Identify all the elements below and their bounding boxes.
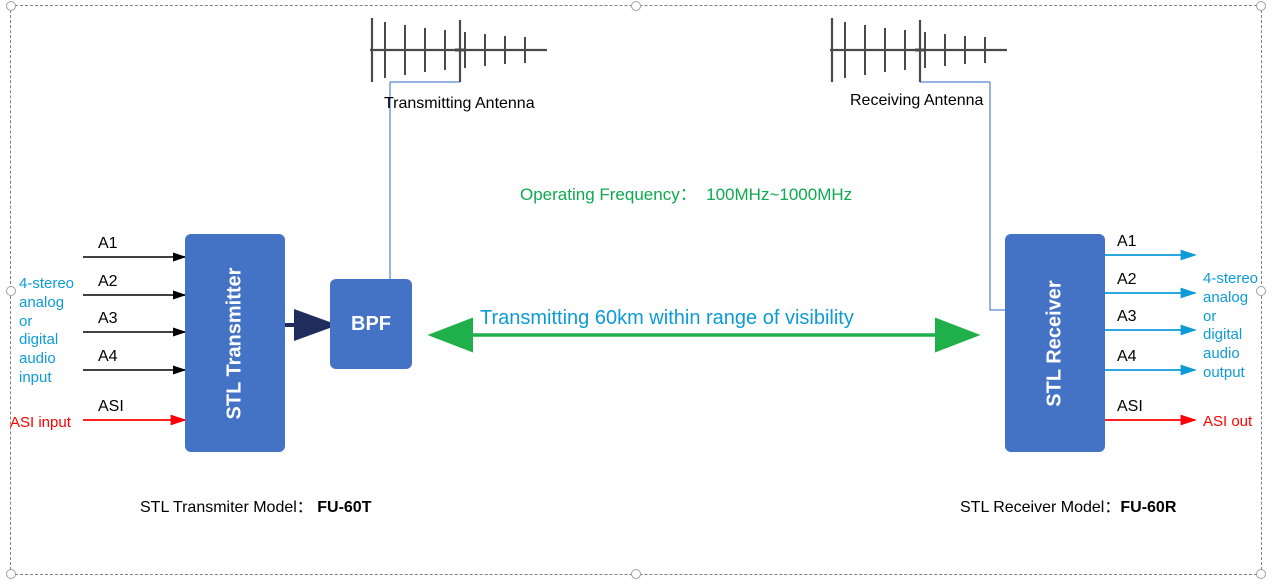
bpf-block: BPF [330,279,412,369]
handle-bc[interactable] [631,569,641,579]
tx-input-a2: A2 [98,273,118,291]
bpf-label: BPF [351,313,391,336]
rx-output-a2: A2 [1117,271,1137,289]
tx-input-a4: A4 [98,348,118,366]
tx-antenna-label: Transmitting Antenna [384,95,535,113]
tx-input-a1: A1 [98,235,118,253]
handle-br[interactable] [1256,569,1266,579]
stl-transmitter-label: STL Transmitter [224,267,247,419]
handle-tc[interactable] [631,1,641,11]
stl-receiver-block: STL Receiver [1005,234,1105,452]
tx-model-prefix: STL Transmiter Model： [140,499,317,516]
operating-frequency-label: Operating Frequency： 100MHz~1000MHz [520,180,852,205]
tx-asi-input-label: ASI input [10,414,71,431]
tx-audio-input-label: 4-stereo analog or digital audio input [19,275,74,388]
rx-model-prefix: STL Receiver Model： [960,499,1120,516]
rx-output-a1: A1 [1117,233,1137,251]
transmitting-range-label: Transmitting 60km within range of visibi… [480,307,854,330]
tx-model-label: STL Transmiter Model： FU-60T [140,493,371,517]
tx-input-asi: ASI [98,398,124,416]
rx-output-a4: A4 [1117,348,1137,366]
rx-model-value: FU-60R [1120,499,1176,516]
stl-receiver-label: STL Receiver [1044,280,1067,406]
handle-bl[interactable] [6,569,16,579]
handle-ml[interactable] [6,286,16,296]
tx-model-value: FU-60T [317,499,371,516]
rx-output-a3: A3 [1117,308,1137,326]
handle-tl[interactable] [6,1,16,11]
rx-asi-output-label: ASI out [1203,413,1252,430]
tx-input-a3: A3 [98,310,118,328]
rx-antenna-label: Receiving Antenna [850,92,983,110]
stl-transmitter-block: STL Transmitter [185,234,285,452]
rx-model-label: STL Receiver Model：FU-60R [960,493,1176,517]
rx-output-asi: ASI [1117,398,1143,416]
rx-audio-output-label: 4-stereo analog or digital audio output [1203,270,1258,383]
handle-tr[interactable] [1256,1,1266,11]
